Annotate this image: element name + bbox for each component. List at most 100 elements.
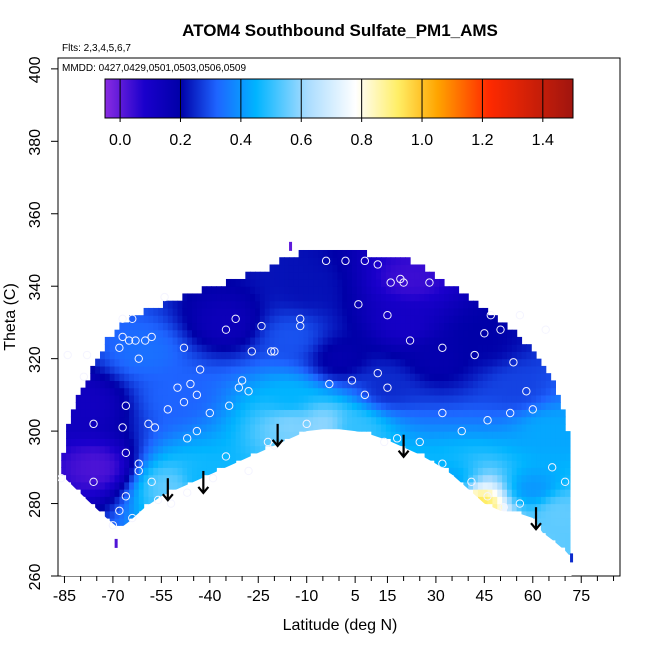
heatmap-cell — [521, 445, 527, 454]
heatmap-cell — [506, 496, 513, 505]
heatmap-cell — [361, 416, 368, 425]
heatmap-cell — [429, 307, 435, 316]
heatmap-cell — [560, 409, 566, 418]
heatmap-cell — [439, 387, 445, 396]
heatmap-cell — [506, 329, 513, 338]
heatmap-cell — [75, 431, 82, 439]
heatmap-cell — [380, 300, 387, 309]
heatmap-cell — [395, 365, 401, 374]
heatmap-cell — [235, 351, 242, 360]
heatmap-cell — [410, 423, 416, 432]
heatmap-cell — [177, 307, 183, 316]
heatmap-cell — [138, 394, 145, 403]
heatmap-cell — [463, 322, 469, 331]
heatmap-cell — [255, 300, 261, 309]
heatmap-cell — [138, 322, 145, 331]
surface-mask — [61, 429, 572, 576]
heatmap-cell — [453, 373, 460, 381]
heatmap-cell — [172, 460, 179, 468]
heatmap-cell — [250, 416, 256, 425]
heatmap-cell — [274, 351, 280, 360]
heatmap-cell — [138, 460, 145, 468]
heatmap-cell — [167, 431, 174, 439]
heatmap-cell — [443, 460, 450, 468]
heatmap-cell — [410, 322, 416, 331]
heatmap-cell — [66, 452, 72, 461]
heatmap-cell — [318, 358, 324, 367]
heatmap-cell — [148, 387, 154, 396]
heatmap-cell — [177, 315, 183, 324]
heatmap-cell — [347, 394, 353, 403]
heatmap-cell — [351, 322, 358, 331]
heatmap-cell — [211, 423, 217, 432]
heatmap-cell — [477, 460, 484, 468]
heatmap-cell — [405, 358, 411, 367]
heatmap-cell — [75, 481, 82, 490]
heatmap-cell — [405, 402, 411, 410]
x-axis-tick-label: -25 — [247, 588, 270, 605]
heatmap-cell — [385, 293, 392, 302]
heatmap-cell — [284, 351, 290, 360]
heatmap-cell — [385, 365, 392, 374]
heatmap-cell — [230, 365, 237, 374]
heatmap-cell — [143, 394, 150, 403]
heatmap-cell — [153, 452, 159, 461]
heatmap-cell — [453, 307, 460, 316]
heatmap-cell — [536, 460, 542, 468]
heatmap-cell — [536, 503, 542, 512]
heatmap-cell — [361, 264, 368, 273]
heatmap-cell — [337, 373, 343, 381]
heatmap-cell — [293, 307, 300, 316]
heatmap-cell — [313, 402, 319, 410]
observation-point — [89, 419, 98, 429]
heatmap-cell — [497, 445, 503, 454]
observation-point — [221, 452, 231, 461]
heatmap-cell — [259, 286, 266, 295]
heatmap-cell — [477, 394, 484, 403]
x-axis-tick-label: -10 — [295, 588, 318, 605]
heatmap-cell — [250, 438, 256, 447]
heatmap-cell — [400, 416, 406, 425]
heatmap-cell — [240, 423, 246, 432]
heatmap-cell — [390, 365, 397, 374]
heatmap-cell — [405, 307, 411, 316]
heatmap-cell — [414, 373, 421, 381]
heatmap-cell — [443, 431, 450, 439]
heatmap-cell — [337, 409, 343, 418]
heatmap-cell — [80, 452, 87, 461]
heatmap-cell — [206, 373, 213, 381]
heatmap-cell — [124, 481, 130, 490]
heatmap-cell — [293, 293, 300, 302]
heatmap-cell — [473, 445, 479, 454]
heatmap-cell — [167, 358, 174, 367]
heatmap-cell — [182, 416, 188, 425]
heatmap-cell — [162, 307, 169, 316]
heatmap-cell — [492, 423, 498, 432]
heatmap-cell — [104, 460, 111, 468]
heatmap-cell — [419, 445, 426, 454]
heatmap-cell — [114, 518, 120, 526]
heatmap-cell — [443, 438, 450, 447]
heatmap-cell — [371, 322, 377, 331]
heatmap-cell — [560, 438, 566, 447]
heatmap-cell — [138, 503, 145, 512]
heatmap-cell — [511, 489, 518, 497]
heatmap-cell — [555, 394, 561, 403]
heatmap-cell — [424, 351, 431, 360]
heatmap-cell — [313, 315, 319, 324]
heatmap-cell — [477, 416, 484, 425]
heatmap-cell — [284, 394, 290, 403]
heatmap-cell — [463, 344, 469, 353]
heatmap-cell — [182, 329, 188, 338]
heatmap-cell — [468, 409, 474, 418]
heatmap-cell — [313, 416, 319, 425]
heatmap-cell — [419, 358, 426, 367]
heatmap-cell — [109, 503, 116, 512]
heatmap-cell — [235, 402, 242, 410]
heatmap-cell — [482, 496, 489, 505]
heatmap-cell — [351, 416, 358, 425]
heatmap-cell — [463, 474, 469, 483]
heatmap-cell — [104, 489, 111, 497]
heatmap-cell — [119, 344, 125, 353]
heatmap-cell — [119, 474, 125, 483]
